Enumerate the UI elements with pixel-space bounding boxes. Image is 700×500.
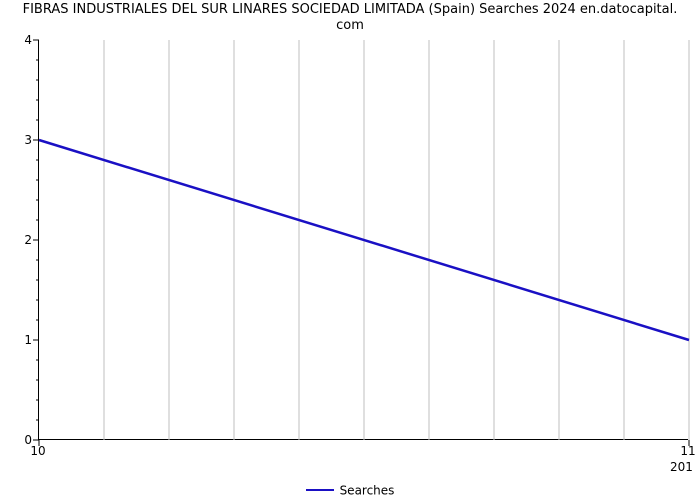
x-tick-label: 11 (680, 444, 695, 458)
chart-title: FIBRAS INDUSTRIALES DEL SUR LINARES SOCI… (0, 2, 700, 35)
y-tick-label: 0 (4, 433, 32, 447)
grid-lines (104, 40, 689, 440)
chart-title-line1: FIBRAS INDUSTRIALES DEL SUR LINARES SOCI… (23, 2, 678, 17)
x-secondary-label: 201 (670, 460, 693, 474)
plot-svg (39, 40, 689, 440)
legend: Searches (0, 483, 700, 498)
y-tick-label: 1 (4, 333, 32, 347)
y-tick-label: 2 (4, 233, 32, 247)
legend-label: Searches (340, 483, 395, 497)
y-tick-label: 4 (4, 33, 32, 47)
line-chart: FIBRAS INDUSTRIALES DEL SUR LINARES SOCI… (0, 0, 700, 500)
plot-area (38, 40, 688, 440)
y-tick-label: 3 (4, 133, 32, 147)
x-major-ticks (39, 440, 689, 446)
x-tick-label: 10 (30, 444, 45, 458)
legend-swatch (306, 489, 334, 491)
chart-title-line2: com (336, 18, 364, 33)
